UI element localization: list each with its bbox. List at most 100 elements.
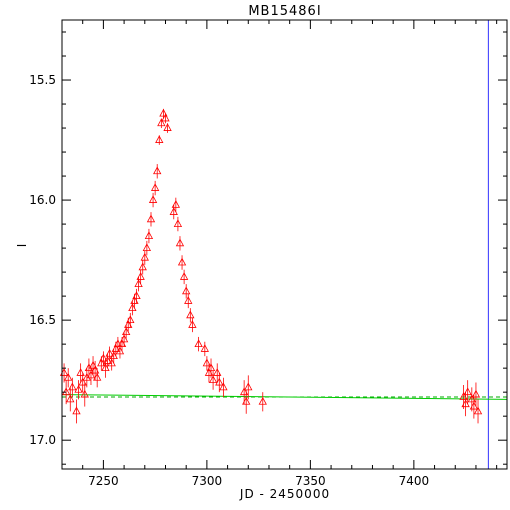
triangle-marker [157, 118, 166, 127]
triangle-marker [146, 214, 156, 223]
triangle-marker [144, 231, 154, 239]
triangle-marker [78, 377, 87, 386]
data-point [159, 108, 168, 119]
triangle-marker [159, 108, 168, 117]
data-point [463, 380, 472, 405]
data-point [72, 399, 81, 424]
data-point [76, 363, 85, 383]
triangle-marker [200, 344, 209, 352]
data-point [177, 255, 187, 270]
data-point [186, 308, 195, 323]
triangle-marker [206, 363, 216, 372]
plot-area [59, 20, 508, 469]
data-point [142, 240, 152, 256]
triangle-marker [244, 382, 253, 391]
data-point [179, 269, 189, 285]
triangle-marker [177, 257, 187, 266]
triangle-marker [171, 200, 181, 208]
data-point [242, 389, 251, 414]
data-point [194, 336, 203, 352]
triangle-marker [463, 387, 472, 396]
triangle-marker [471, 389, 481, 398]
y-tick-label: 15.5 [29, 73, 56, 87]
triangle-marker [173, 219, 183, 227]
triangle-marker [150, 183, 160, 191]
triangle-marker [72, 406, 81, 415]
data-point [93, 368, 102, 388]
data-point [66, 387, 75, 412]
data-point [113, 336, 123, 352]
triangle-marker [219, 382, 228, 391]
triangle-marker [142, 243, 152, 252]
triangle-marker [105, 348, 114, 357]
data-point [74, 380, 83, 400]
triangle-marker [213, 368, 222, 376]
data-point [155, 135, 164, 145]
triangle-marker [163, 123, 172, 131]
data-point [213, 363, 222, 383]
x-axis: 7250 7300 7350 7400 [61, 20, 498, 488]
triangle-marker [140, 252, 149, 261]
triangle-marker [155, 135, 164, 143]
x-tick-label: 7300 [192, 474, 223, 488]
triangle-marker [186, 310, 195, 319]
x-tick-label: 7400 [399, 474, 430, 488]
data-point [208, 370, 218, 390]
data-point [132, 288, 141, 304]
x-tick-label: 7250 [88, 474, 119, 488]
chart-title: MB15486I [248, 4, 321, 19]
data-point [105, 346, 114, 361]
data-point [173, 216, 183, 232]
triangle-marker [175, 238, 185, 247]
data-point [184, 293, 193, 309]
data-point [136, 269, 145, 285]
triangle-marker [153, 166, 162, 175]
plot-frame [61, 19, 508, 470]
triangle-marker [74, 384, 83, 393]
triangle-marker [132, 291, 141, 300]
data-point [182, 284, 191, 299]
model-line [61, 394, 508, 400]
triangle-marker [258, 396, 267, 405]
triangle-marker [136, 272, 145, 280]
data-point [244, 375, 253, 400]
data-point [471, 382, 481, 407]
data-point [161, 113, 170, 124]
triangle-marker [113, 339, 123, 348]
triangle-marker [64, 372, 73, 381]
triangle-marker [126, 315, 135, 324]
data-point [150, 180, 160, 196]
triangle-marker [473, 406, 483, 415]
data-point [148, 192, 158, 208]
triangle-marker [76, 368, 85, 376]
triangle-marker [208, 375, 218, 384]
data-point [157, 118, 166, 129]
y-tick-label: 16.0 [29, 193, 56, 207]
data-point [153, 164, 162, 179]
y-tick-label: 16.5 [29, 313, 56, 327]
data-point [258, 392, 267, 412]
triangle-marker [184, 296, 193, 304]
triangle-marker [68, 382, 77, 391]
data-point [140, 250, 149, 265]
triangle-marker [66, 394, 75, 403]
triangle-marker [138, 262, 147, 271]
x-tick-label: 7350 [295, 474, 326, 488]
data-point [138, 260, 147, 275]
data-point [146, 212, 156, 227]
data-point [175, 236, 185, 251]
y-axis-label: I [15, 243, 29, 248]
data-point [473, 399, 483, 424]
x-axis-label: JD - 2450000 [239, 487, 330, 501]
triangle-marker [80, 389, 89, 398]
data-point [144, 228, 154, 244]
triangle-marker [148, 195, 158, 203]
triangle-marker [215, 377, 224, 386]
triangle-marker [93, 372, 102, 381]
data-point [200, 341, 209, 357]
data-point [126, 312, 135, 328]
data-point [206, 358, 216, 378]
data-point [202, 356, 212, 371]
triangle-marker [179, 272, 189, 280]
triangle-marker [188, 320, 197, 328]
